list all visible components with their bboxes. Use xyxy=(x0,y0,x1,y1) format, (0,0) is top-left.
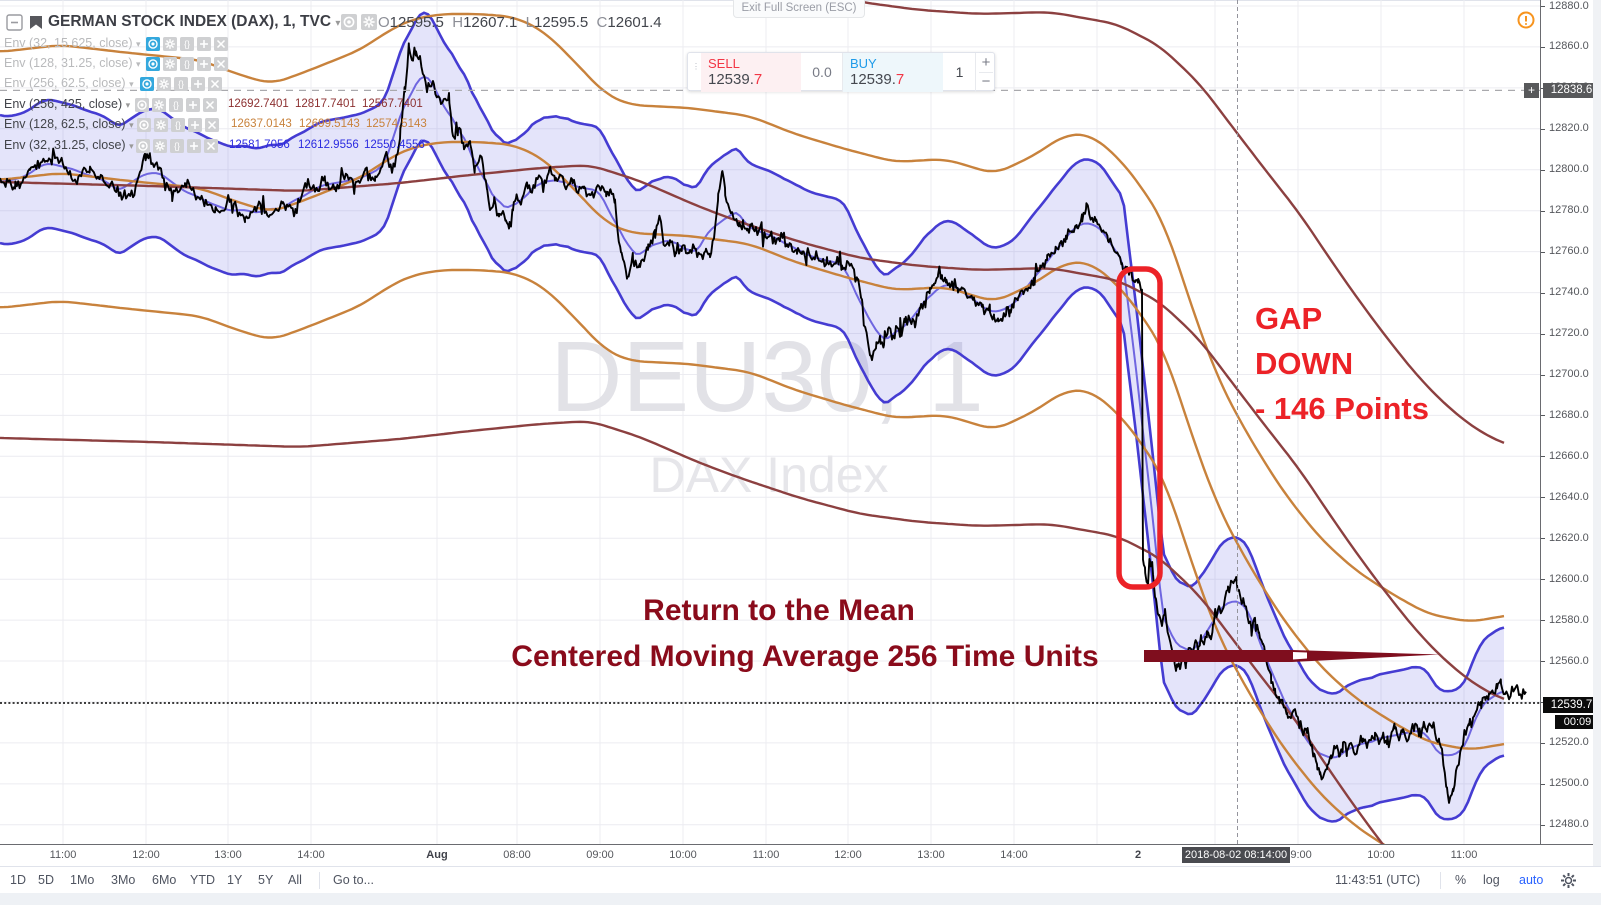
svg-text:Centered Moving Average 256 Ti: Centered Moving Average 256 Time Units xyxy=(511,640,1098,673)
svg-text:{}: {} xyxy=(173,100,179,110)
svg-text:GAP: GAP xyxy=(1255,301,1322,336)
svg-text:DAX Index: DAX Index xyxy=(649,447,888,503)
svg-text:{}: {} xyxy=(178,79,184,89)
svg-text:DEU30, 1: DEU30, 1 xyxy=(550,321,984,433)
svg-text:Return to the Mean: Return to the Mean xyxy=(643,594,915,627)
svg-text:{}: {} xyxy=(184,59,190,69)
svg-text:{}: {} xyxy=(175,120,181,130)
svg-text:DOWN: DOWN xyxy=(1255,346,1353,381)
svg-text:{}: {} xyxy=(184,39,190,49)
svg-text:{}: {} xyxy=(174,141,180,151)
svg-text:- 146 Points: - 146 Points xyxy=(1255,391,1429,426)
